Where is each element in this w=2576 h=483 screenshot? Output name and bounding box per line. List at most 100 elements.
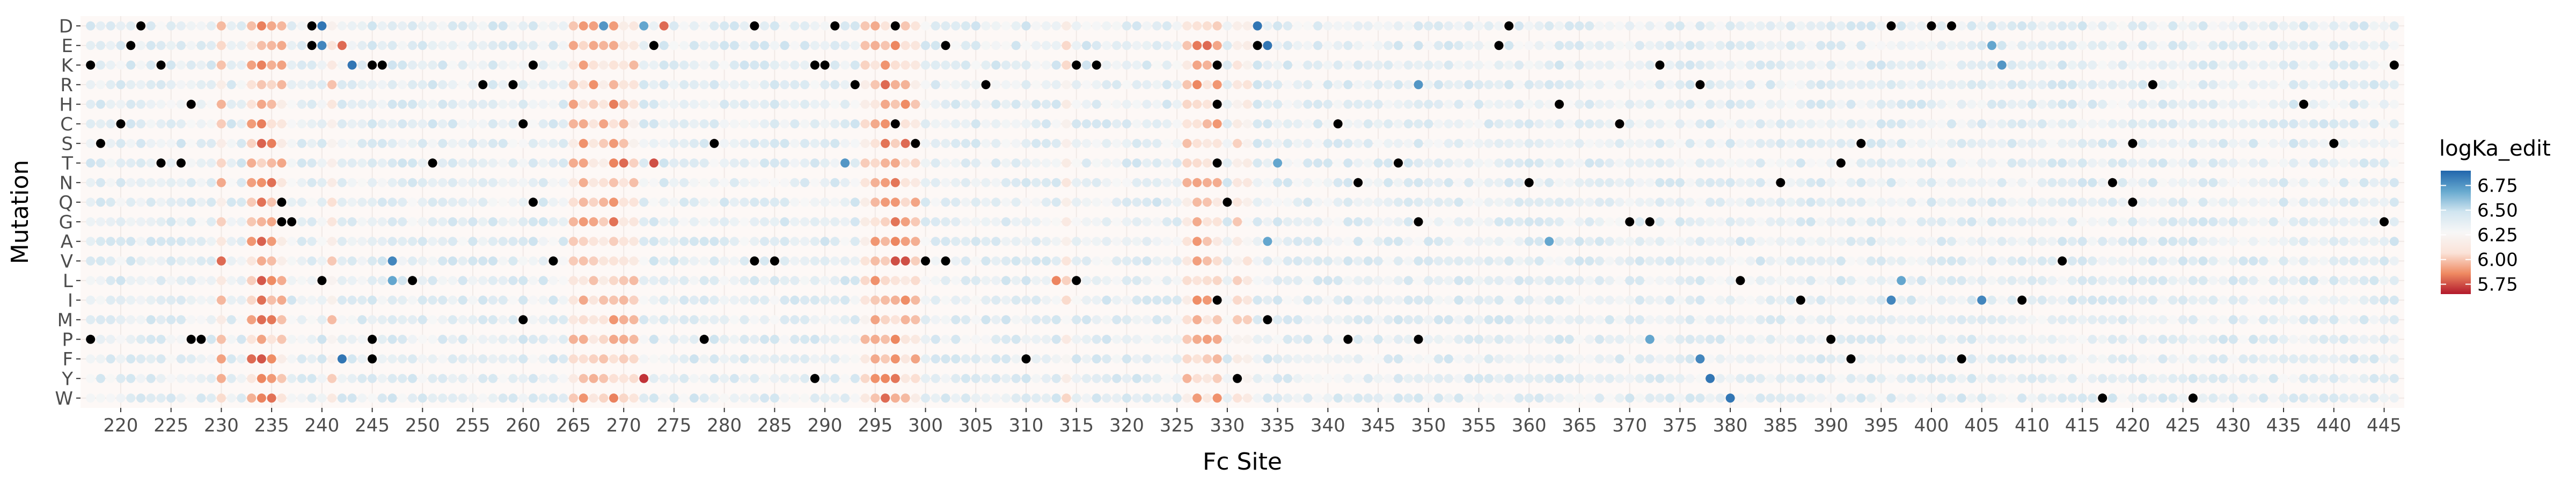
data-point	[1786, 21, 1796, 31]
data-point	[1937, 237, 1946, 246]
data-point	[2168, 217, 2178, 226]
data-point	[1202, 138, 1212, 148]
data-point	[226, 295, 236, 305]
data-point	[1675, 217, 1685, 226]
data-point	[1736, 80, 1745, 90]
data-point	[1816, 354, 1826, 364]
data-point	[1142, 80, 1152, 90]
data-point	[669, 354, 679, 364]
data-point	[1957, 334, 1966, 344]
data-point	[156, 178, 166, 187]
data-point	[478, 80, 488, 90]
data-point	[971, 197, 980, 207]
data-point	[800, 217, 810, 226]
data-point	[347, 354, 357, 364]
data-point	[951, 374, 961, 383]
data-point	[1755, 276, 1765, 286]
data-point	[1313, 334, 1323, 344]
data-point	[1313, 217, 1323, 226]
data-point	[720, 41, 729, 50]
data-point	[2369, 256, 2379, 266]
data-point	[800, 99, 810, 109]
data-point	[508, 158, 518, 168]
data-point	[639, 295, 649, 305]
data-point	[2279, 21, 2288, 31]
data-point	[1464, 138, 1474, 148]
data-point	[1695, 334, 1705, 344]
data-point	[1303, 99, 1313, 109]
data-point	[1736, 21, 1745, 31]
data-point	[1927, 80, 1936, 90]
data-point	[2389, 256, 2399, 266]
data-point	[1434, 60, 1443, 70]
data-point	[508, 80, 518, 90]
data-point	[1746, 21, 1755, 31]
data-point	[569, 178, 578, 187]
data-point	[1826, 217, 1836, 226]
data-point	[1283, 41, 1292, 50]
data-point	[1927, 315, 1936, 325]
data-point	[1715, 158, 1725, 168]
data-point	[116, 276, 126, 286]
data-point	[1394, 99, 1403, 109]
data-point	[2380, 119, 2389, 129]
data-point	[1564, 41, 1574, 50]
data-point	[1856, 60, 1866, 70]
data-point	[1192, 119, 1202, 129]
data-point	[1102, 295, 1111, 305]
data-point	[2228, 315, 2238, 325]
data-point	[720, 217, 729, 226]
data-point	[207, 178, 216, 187]
data-point	[226, 99, 236, 109]
data-point	[1524, 237, 1534, 246]
data-point	[438, 41, 448, 50]
data-point	[1273, 295, 1283, 305]
data-point	[1886, 178, 1896, 187]
data-point	[216, 178, 226, 187]
data-point	[1333, 138, 1343, 148]
data-point	[2309, 256, 2318, 266]
data-point	[237, 197, 246, 207]
data-point	[890, 334, 900, 344]
data-point	[2309, 217, 2318, 226]
data-point	[1796, 21, 1805, 31]
data-point	[1212, 60, 1222, 70]
data-point	[1042, 80, 1051, 90]
data-point	[1233, 158, 1242, 168]
data-point	[1273, 99, 1283, 109]
data-point	[1343, 138, 1353, 148]
data-point	[559, 21, 568, 31]
data-point	[2128, 138, 2138, 148]
data-point	[1212, 295, 1222, 305]
data-point	[2268, 138, 2278, 148]
data-point	[1504, 276, 1514, 286]
data-point	[1927, 158, 1936, 168]
data-point	[810, 197, 819, 207]
data-point	[1082, 178, 1091, 187]
data-point	[1152, 295, 1162, 305]
data-point	[2299, 217, 2309, 226]
data-point	[96, 138, 105, 148]
data-point	[2259, 393, 2268, 403]
data-point	[790, 393, 800, 403]
data-point	[377, 99, 387, 109]
data-point	[2238, 237, 2248, 246]
data-point	[226, 315, 236, 325]
data-point	[1564, 178, 1574, 187]
data-point	[589, 178, 598, 187]
data-point	[538, 295, 548, 305]
data-point	[1524, 354, 1534, 364]
data-point	[579, 237, 588, 246]
data-point	[559, 315, 568, 325]
data-point	[2309, 41, 2318, 50]
data-point	[689, 60, 699, 70]
data-point	[257, 99, 266, 109]
data-point	[126, 99, 136, 109]
data-point	[2228, 197, 2238, 207]
data-point	[1897, 354, 1906, 364]
data-point	[2077, 138, 2087, 148]
data-point	[2138, 374, 2148, 383]
data-point	[2349, 276, 2359, 286]
data-point	[1283, 334, 1292, 344]
data-point	[961, 256, 970, 266]
